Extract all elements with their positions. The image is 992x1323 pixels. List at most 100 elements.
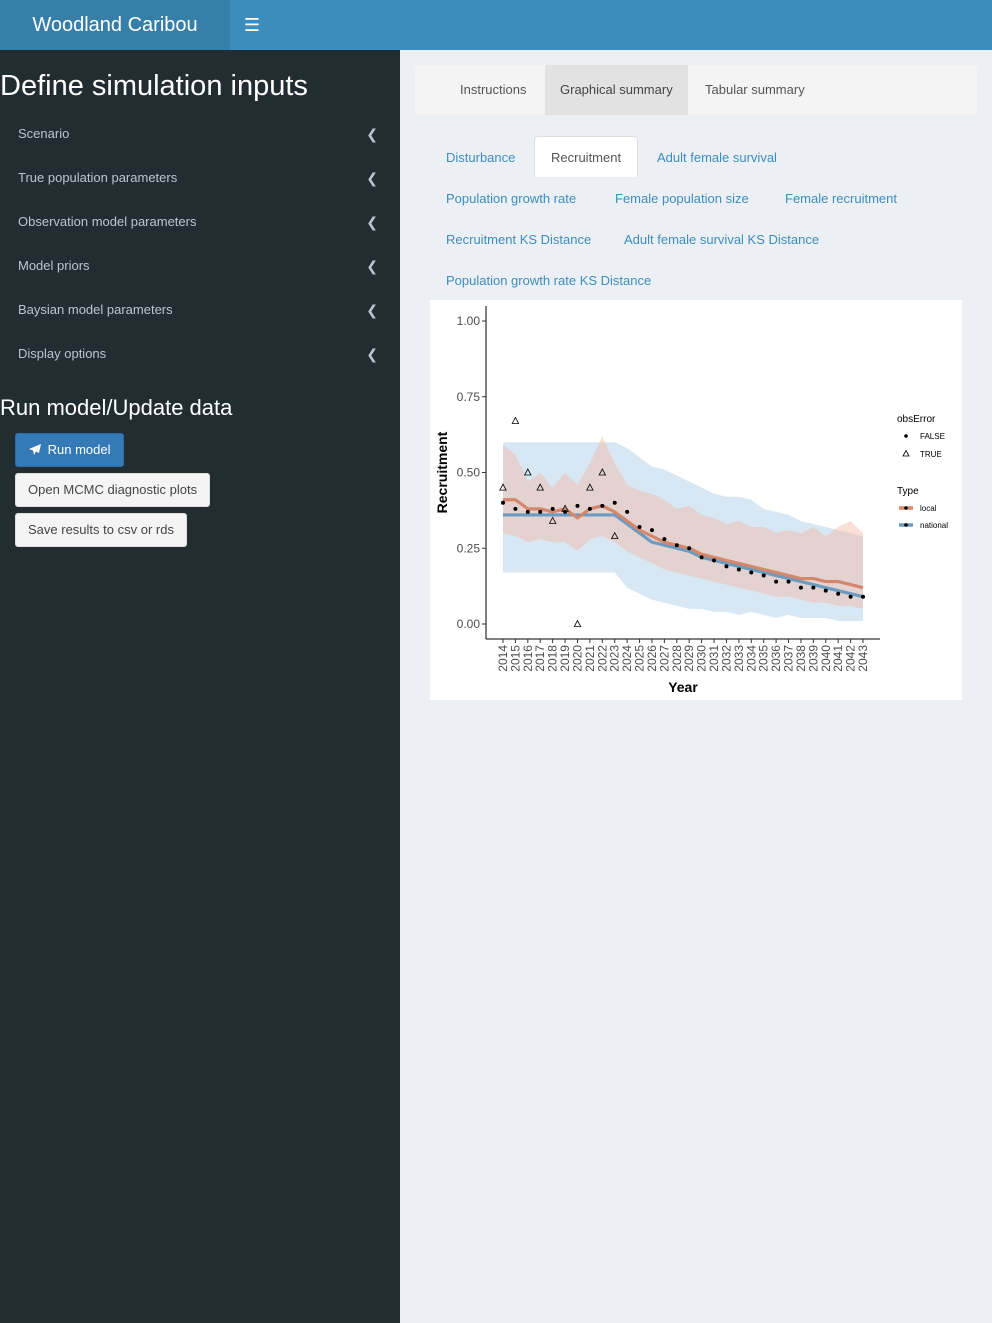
point-false [600,503,605,508]
open-mcmc-button[interactable]: Open MCMC diagnostic plots [15,473,211,507]
tab-recruitment-ks-distance[interactable]: Recruitment KS Distance [446,232,592,247]
x-tick-label: 2041 [831,645,845,672]
x-tick-label: 2024 [620,645,634,672]
point-true [548,516,557,524]
x-tick-label: 2016 [521,645,535,672]
sidebar-item-label: Model priors [18,258,90,273]
tab-tabular-summary[interactable]: Tabular summary [705,82,805,97]
sidebar-item-true-population[interactable]: True population parameters ❮ [0,156,400,200]
point-false [674,543,679,548]
x-tick-label: 2021 [583,645,597,672]
legend-obs-title: obsError [897,414,936,425]
point-false [662,537,667,542]
tab-female-population-size[interactable]: Female population size [615,191,749,206]
tab-adult-female-survival-ks-distance[interactable]: Adult female survival KS Distance [624,232,820,247]
legend-false-label: FALSE [920,432,945,441]
point-true [586,483,594,491]
x-tick-label: 2017 [533,645,547,672]
point-false [761,573,766,578]
tab-adult-female-survival[interactable]: Adult female survival [657,150,777,165]
x-tick-label: 2014 [496,645,510,672]
point-false [848,594,853,599]
paper-plane-icon [29,444,41,455]
x-tick-label: 2028 [670,645,684,672]
sidebar-item-scenario[interactable]: Scenario ❮ [0,112,400,156]
point-false [798,585,803,590]
sidebar-item-display-options[interactable]: Display options ❮ [0,332,400,376]
chevron-left-icon: ❮ [366,346,378,362]
tab-population-growth-rate-ks-distance[interactable]: Population growth rate KS Distance [446,273,652,288]
run-section-title: Run model/Update data [0,395,233,420]
x-tick-label: 2031 [707,645,721,672]
point-false [575,503,580,508]
y-tick-label: 0.50 [457,466,481,480]
point-false [712,558,717,563]
tab-female-recruitment[interactable]: Female recruitment [785,191,897,206]
point-true [523,468,532,476]
sidebar-item-baysian-model[interactable]: Baysian model parameters ❮ [0,288,400,332]
app-logo[interactable]: Woodland Caribou [0,0,230,50]
recruitment-plot: 0.00 0.25 0.50 0.75 1.00 2014 2015 2016 2017 2018… [430,300,962,700]
x-tick-label: 2040 [819,645,833,672]
point-false [724,564,729,569]
chevron-left-icon: ❮ [366,126,378,142]
point-false [637,525,642,530]
ribbon-local [503,436,863,609]
x-tick-label: 2032 [719,645,733,672]
y-tick-label: 0.00 [457,617,481,631]
sidebar-item-label: Display options [18,346,107,361]
point-true [598,468,607,476]
x-tick-label: 2043 [856,645,870,672]
tab-disturbance[interactable]: Disturbance [446,150,516,165]
legend-local-label: local [920,504,937,513]
sidebar-item-label: Observation model parameters [18,214,197,229]
legend-local-dot [904,506,908,510]
main-tab-bar: Instructions Graphical summary Tabular s… [415,65,977,115]
x-tick-label: 2036 [769,645,783,672]
x-tick-label: 2035 [757,645,771,672]
x-tick-label: 2015 [508,645,522,672]
point-false [550,506,555,511]
run-model-label: Run model [47,442,111,457]
sidebar-item-label: True population parameters [18,170,178,185]
point-false [501,500,505,505]
x-tick-label: 2037 [782,645,796,672]
x-tick-label: 2042 [844,645,858,672]
x-tick-label: 2039 [806,645,820,672]
point-true [536,483,545,491]
sidebar-item-observation-model[interactable]: Observation model parameters ❮ [0,200,400,244]
point-false [513,506,518,511]
run-model-button[interactable]: Run model [15,433,124,467]
sidebar-item-model-priors[interactable]: Model priors ❮ [0,244,400,288]
recruitment-chart: 0.00 0.25 0.50 0.75 1.00 20142015201620172018… [434,306,948,695]
point-true [499,483,507,491]
sidebar-toggle-hamburger-icon[interactable]: ☰ [243,15,261,35]
y-tick-label: 0.75 [457,390,481,404]
legend-national-dot [904,523,908,527]
point-false [823,588,828,593]
chevron-left-icon: ❮ [366,258,378,274]
tab-population-growth-rate[interactable]: Population growth rate [446,191,577,206]
chevron-left-icon: ❮ [366,214,378,230]
main-content: Instructions Graphical summary Tabular s… [400,50,992,1323]
chevron-left-icon: ❮ [366,302,378,318]
x-tick-label: 2027 [657,645,671,672]
point-false [786,579,791,584]
point-false [587,506,592,511]
point-false [774,579,779,584]
point-false [525,509,530,514]
tab-instructions[interactable]: Instructions [460,82,527,97]
legend-true-label: TRUE [920,450,942,459]
legend-national-label: national [920,521,948,530]
x-axis-title: Year [668,679,698,695]
point-false [811,585,816,590]
x-tick-label: 2018 [546,645,560,672]
tab-graphical-summary[interactable]: Graphical summary [545,65,688,115]
point-false [699,555,704,560]
point-false [538,509,543,514]
legend-true-point [902,449,910,457]
x-tick-label: 2034 [744,645,758,672]
point-false [625,509,630,514]
save-results-button[interactable]: Save results to csv or rds [15,513,187,547]
tab-recruitment[interactable]: Recruitment [534,136,639,177]
